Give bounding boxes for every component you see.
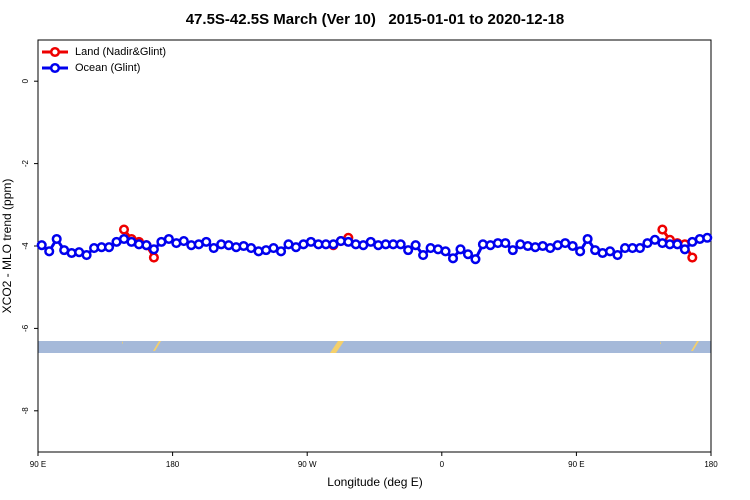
data-point — [163, 233, 174, 245]
data-point — [672, 239, 683, 250]
data-point — [275, 246, 287, 257]
data-point — [687, 252, 698, 263]
data-point — [178, 236, 189, 247]
data-point — [148, 252, 159, 263]
data-point — [103, 242, 115, 253]
data-point — [634, 243, 646, 254]
y-axis-label: XCO2 - MLO trend (ppm) — [0, 179, 14, 314]
data-point — [440, 246, 451, 257]
y-tick-label: -4 — [21, 242, 30, 250]
y-tick-label: -2 — [21, 159, 30, 167]
legend-marker — [49, 62, 61, 74]
data-point — [470, 254, 481, 265]
x-tick-label: 180 — [166, 460, 180, 469]
data-point — [702, 232, 713, 243]
data-point — [447, 253, 459, 264]
data-point — [500, 238, 511, 249]
y-tick-label: -8 — [21, 407, 30, 415]
x-axis-label: Longitude (deg E) — [327, 475, 422, 489]
data-point — [605, 246, 616, 257]
data-point — [462, 249, 474, 260]
data-point — [51, 233, 62, 245]
data-point — [403, 245, 414, 256]
data-point — [81, 250, 92, 261]
data-point — [612, 250, 623, 261]
data-point — [148, 244, 159, 255]
data-point — [657, 224, 668, 235]
chart-title: 47.5S-42.5S March (Ver 10) 2015-01-01 to… — [186, 11, 565, 28]
data-point — [208, 243, 219, 254]
x-tick-label: 90 W — [298, 460, 317, 469]
x-tick-label: 180 — [704, 460, 718, 469]
data-point — [36, 240, 47, 251]
data-point — [201, 236, 212, 247]
data-point — [582, 233, 593, 245]
x-tick-label: 90 E — [568, 460, 584, 469]
x-tick-label: 90 E — [30, 460, 46, 469]
data-point — [567, 240, 578, 252]
data-point — [679, 244, 690, 255]
data-point — [575, 246, 586, 257]
data-point — [118, 224, 130, 235]
y-tick-label: 0 — [21, 78, 30, 83]
data-point — [44, 246, 55, 257]
data-point — [507, 245, 518, 256]
legend-marker — [49, 46, 61, 58]
data-point — [418, 250, 429, 261]
data-point — [395, 239, 406, 250]
legend-label: Land (Nadir&Glint) — [75, 46, 166, 58]
data-point — [141, 240, 152, 251]
data-point — [410, 240, 421, 251]
x-tick-label: 0 — [440, 460, 445, 469]
data-point — [455, 244, 466, 255]
legend-label: Ocean (Glint) — [75, 62, 140, 74]
y-tick-label: -6 — [21, 324, 30, 332]
surface-band — [38, 341, 711, 353]
